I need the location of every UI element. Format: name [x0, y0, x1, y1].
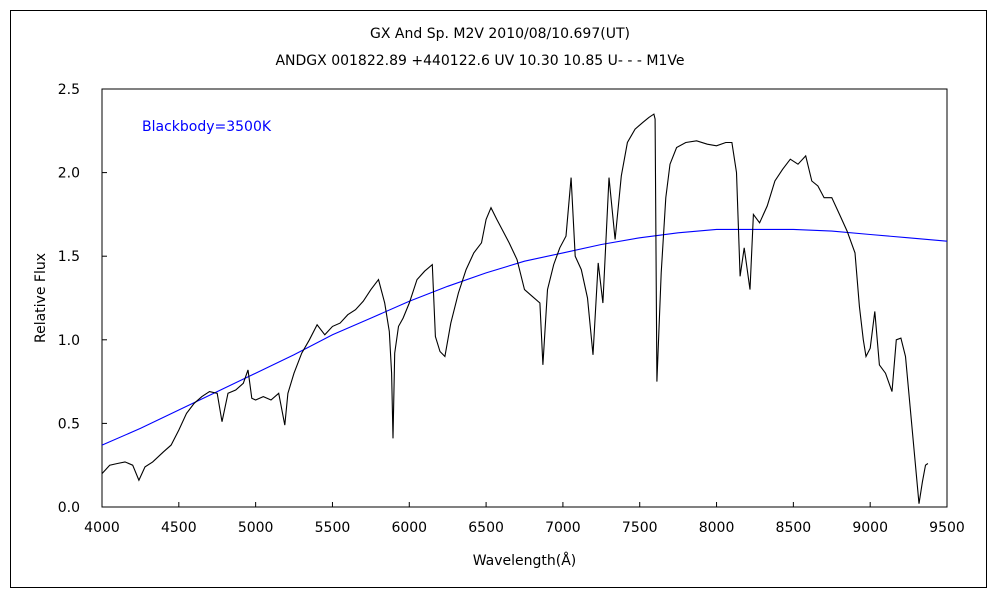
y-axis-label: Relative Flux — [33, 253, 49, 343]
y-tick-label: 2.0 — [58, 166, 80, 182]
y-tick-label: 0.5 — [58, 416, 80, 432]
legend-blackbody: Blackbody=3500K — [142, 119, 272, 135]
chart-subtitle: ANDGX 001822.89 +440122.6 UV 10.30 10.85… — [275, 53, 685, 69]
x-tick-label: 9500 — [929, 520, 965, 536]
chart-frame — [10, 10, 987, 588]
x-tick-label: 8000 — [699, 520, 735, 536]
y-tick-label: 0.0 — [58, 500, 80, 516]
y-tick-label: 1.0 — [58, 333, 80, 349]
plot-border — [101, 88, 948, 508]
y-tick-label: 2.5 — [58, 82, 80, 98]
chart-title: GX And Sp. M2V 2010/08/10.697(UT) — [370, 26, 630, 42]
x-tick-label: 5000 — [238, 520, 274, 536]
series-line-blackbody — [101, 228, 948, 446]
series-line-spectrum — [101, 113, 929, 504]
x-tick-label: 9000 — [852, 520, 888, 536]
x-tick-label: 6000 — [391, 520, 427, 536]
x-tick-label: 5500 — [315, 520, 351, 536]
y-tick-label: 1.5 — [58, 249, 80, 265]
x-tick-label: 4500 — [161, 520, 197, 536]
x-tick-label: 4000 — [84, 520, 120, 536]
x-tick-label: 7000 — [545, 520, 581, 536]
x-axis-label: Wavelength(Å) — [473, 552, 577, 569]
x-tick-label: 7500 — [622, 520, 658, 536]
x-tick-label: 8500 — [776, 520, 812, 536]
x-tick-label: 6500 — [468, 520, 504, 536]
